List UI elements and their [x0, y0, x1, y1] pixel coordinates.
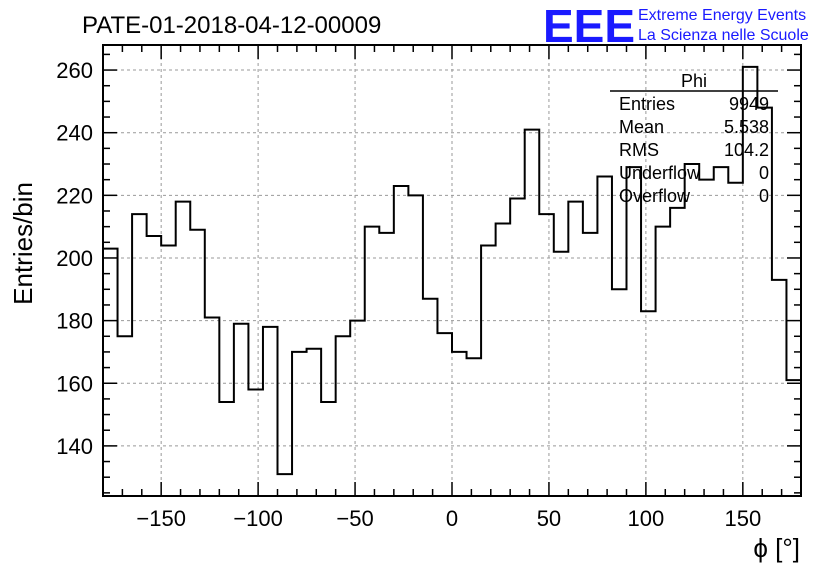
histogram-bin-11 [263, 327, 278, 496]
stats-label: Underflow [619, 163, 701, 183]
histogram-bin-46 [772, 280, 787, 496]
y-tick-label: 220 [56, 183, 93, 208]
x-tick-label: −150 [136, 506, 186, 531]
histogram-bin-24 [452, 352, 467, 496]
stats-value: 104.2 [724, 140, 769, 160]
y-tick-label: 240 [56, 121, 93, 146]
histogram-bin-27 [496, 224, 511, 496]
x-tick-label: 0 [446, 506, 458, 531]
histogram-bin-14 [307, 349, 322, 496]
x-tick-label: 100 [628, 506, 665, 531]
histogram-bin-2 [132, 214, 147, 496]
histogram-bin-16 [336, 336, 351, 496]
histogram-bin-32 [568, 202, 583, 496]
x-axis-ticks: −150 −100 −50 0 50 100 150 [102, 45, 802, 531]
histogram-bin-15 [321, 402, 336, 496]
y-axis-label: Entries/bin [8, 182, 38, 305]
histogram-bin-18 [365, 227, 380, 496]
stats-value: 0 [759, 186, 769, 206]
histogram-bin-43 [728, 183, 743, 496]
histogram-bin-35 [612, 289, 627, 496]
x-tick-label: 50 [537, 506, 561, 531]
histogram-bin-21 [408, 195, 423, 496]
histogram-bin-29 [525, 130, 540, 496]
eee-logo-mark: EEE [543, 0, 635, 52]
stats-box: Phi Entries 9949 Mean 5.538 RMS 104.2 Underflo… [610, 71, 778, 206]
histogram-bin-8 [219, 402, 234, 496]
histogram-bin-13 [292, 352, 307, 496]
x-tick-label: 150 [724, 506, 761, 531]
histogram-bin-38 [656, 227, 671, 496]
eee-logo-line1: Extreme Energy Events [638, 7, 806, 24]
histogram-bin-25 [467, 358, 482, 496]
y-tick-label: 200 [56, 246, 93, 271]
histogram-bin-7 [205, 317, 220, 496]
eee-logo: EEE Extreme Energy Events La Scienza nel… [543, 0, 809, 52]
y-tick-label: 260 [56, 58, 93, 83]
stats-label: RMS [619, 140, 659, 160]
stats-value: 0 [759, 163, 769, 183]
histogram-bin-39 [670, 208, 685, 496]
chart-title: PATE-01-2018-04-12-00009 [82, 12, 381, 39]
histogram-bin-26 [481, 245, 496, 496]
x-tick-label: −50 [336, 506, 373, 531]
stats-label: Mean [619, 117, 664, 137]
histogram-bin-33 [583, 233, 598, 496]
histogram-bin-40 [685, 164, 700, 496]
histogram-bin-36 [627, 167, 642, 496]
histogram-bin-6 [190, 230, 205, 496]
x-axis-label: ϕ [°] [753, 533, 800, 563]
x-tick-label: −100 [233, 506, 283, 531]
histogram-bin-12 [278, 474, 293, 496]
histogram-bin-3 [147, 236, 162, 496]
histogram-bars [103, 65, 801, 496]
histogram-bin-4 [161, 245, 176, 496]
histogram-bin-22 [423, 299, 438, 496]
histogram-bin-31 [554, 252, 569, 496]
stats-label: Entries [619, 94, 675, 114]
stats-value: 5.538 [724, 117, 769, 137]
histogram-bin-30 [539, 214, 554, 496]
histogram-bin-10 [248, 390, 263, 496]
histogram-bin-5 [176, 202, 191, 496]
eee-logo-line2: La Scienza nelle Scuole [638, 27, 809, 44]
histogram-bin-34 [597, 177, 612, 496]
histogram-outline [103, 65, 801, 476]
stats-label: Overflow [619, 186, 691, 206]
histogram-bin-19 [379, 233, 394, 496]
histogram-bin-28 [510, 198, 525, 496]
histogram-bin-17 [350, 321, 365, 496]
histogram-bin-23 [437, 333, 452, 496]
stats-title: Phi [681, 71, 707, 91]
histogram-bin-0 [103, 249, 118, 496]
y-tick-label: 140 [56, 434, 93, 459]
histogram-bin-20 [394, 186, 409, 496]
histogram-bin-9 [234, 324, 249, 496]
y-axis-ticks: 140 160 180 200 220 240 260 [56, 53, 801, 494]
histogram-bin-41 [699, 180, 714, 496]
y-tick-label: 160 [56, 371, 93, 396]
y-tick-label: 180 [56, 309, 93, 334]
stats-value: 9949 [729, 94, 769, 114]
histogram-bin-42 [714, 167, 729, 496]
histogram-bin-37 [641, 311, 656, 496]
histogram-bin-1 [118, 336, 133, 496]
histogram-bin-47 [786, 380, 801, 496]
